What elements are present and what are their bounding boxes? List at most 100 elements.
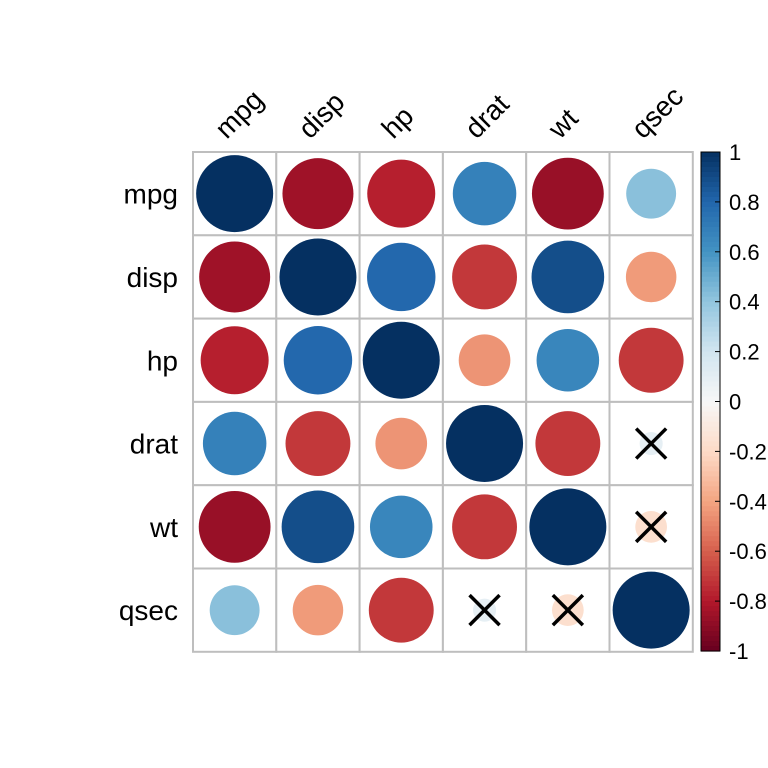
colorbar-segment bbox=[701, 481, 720, 487]
colorbar-segment bbox=[701, 336, 720, 343]
colorbar-segment bbox=[701, 641, 720, 647]
colorbar-segment bbox=[701, 456, 720, 462]
row-label-hp: hp bbox=[147, 345, 178, 376]
correlation-marks bbox=[196, 155, 690, 649]
column-label-wt: wt bbox=[541, 102, 584, 145]
colorbar-segment bbox=[701, 321, 720, 328]
colorbar-segment bbox=[701, 306, 720, 313]
colorbar-tick-label: -0.2 bbox=[729, 439, 767, 464]
colorbar-tick-label: -0.4 bbox=[729, 489, 767, 514]
colorbar-segment bbox=[701, 152, 720, 158]
colorbar-segment bbox=[701, 271, 720, 278]
colorbar-tick-label: 0.6 bbox=[729, 240, 760, 265]
correlation-circle-hp-wt bbox=[536, 328, 600, 392]
colorbar-segment bbox=[701, 221, 720, 228]
colorbar-segment bbox=[701, 436, 720, 443]
colorbar-segment bbox=[701, 521, 720, 527]
correlation-circle-hp-disp bbox=[283, 326, 353, 395]
colorbar-segment bbox=[701, 296, 720, 303]
colorbar-segment bbox=[701, 541, 720, 547]
correlation-circle-disp-wt bbox=[531, 240, 605, 314]
colorbar-segment bbox=[701, 396, 720, 403]
correlation-circle-hp-hp bbox=[362, 321, 440, 399]
colorbar-segment bbox=[701, 276, 720, 283]
colorbar-segment bbox=[701, 441, 720, 448]
colorbar-segment bbox=[701, 356, 720, 363]
correlation-circle-disp-qsec bbox=[625, 251, 677, 303]
colorbar-segment bbox=[701, 501, 720, 507]
colorbar-segment bbox=[701, 216, 720, 223]
colorbar-segment bbox=[701, 346, 720, 353]
correlation-circle-qsec-hp bbox=[368, 577, 434, 643]
correlation-circle-mpg-drat bbox=[452, 161, 517, 226]
colorbar-segment bbox=[701, 486, 720, 492]
correlation-circle-hp-qsec bbox=[618, 327, 684, 393]
row-label-drat: drat bbox=[130, 429, 178, 460]
correlation-circle-drat-disp bbox=[285, 411, 351, 476]
colorbar-segment bbox=[701, 571, 720, 577]
correlation-circle-hp-drat bbox=[458, 334, 511, 387]
correlation-circle-disp-mpg bbox=[199, 241, 271, 313]
colorbar-segment bbox=[701, 491, 720, 497]
colorbar-segment bbox=[701, 286, 720, 293]
correlation-circle-disp-disp bbox=[279, 238, 357, 316]
correlation-circle-mpg-disp bbox=[282, 158, 354, 230]
correlation-circle-mpg-hp bbox=[367, 159, 436, 228]
row-label-wt: wt bbox=[149, 512, 178, 543]
colorbar-segment bbox=[701, 211, 720, 218]
colorbar-segment bbox=[701, 291, 720, 298]
colorbar-segment bbox=[701, 311, 720, 318]
colorbar-segment bbox=[701, 616, 720, 622]
correlation-circle-disp-hp bbox=[367, 242, 436, 312]
row-label-mpg: mpg bbox=[124, 179, 178, 210]
colorbar-segment bbox=[701, 601, 720, 607]
colorbar-segment bbox=[701, 391, 720, 398]
row-label-qsec: qsec bbox=[119, 595, 178, 626]
insignificant-cross-qsec-wt bbox=[551, 593, 585, 627]
colorbar-tick-label: -0.6 bbox=[729, 539, 767, 564]
column-label-mpg: mpg bbox=[209, 84, 269, 144]
correlation-circle-wt-disp bbox=[281, 490, 355, 564]
column-label-hp: hp bbox=[376, 100, 420, 144]
colorbar-tick-label: -0.8 bbox=[729, 589, 767, 614]
colorbar-segment bbox=[701, 536, 720, 542]
correlation-circle-mpg-qsec bbox=[626, 168, 677, 219]
colorbar-segment bbox=[701, 331, 720, 338]
colorbar-segment bbox=[701, 376, 720, 383]
colorbar-segment bbox=[701, 566, 720, 572]
colorbar-segment bbox=[701, 256, 720, 263]
correlation-circle-qsec-qsec bbox=[612, 571, 690, 649]
colorbar-segment bbox=[701, 576, 720, 582]
colorbar-segment bbox=[701, 451, 720, 457]
colorbar-segment bbox=[701, 201, 720, 208]
colorbar-segment bbox=[701, 236, 720, 243]
colorbar-segment bbox=[701, 586, 720, 592]
colorbar-segment bbox=[701, 226, 720, 233]
colorbar-segment bbox=[701, 626, 720, 632]
colorbar-segment bbox=[701, 511, 720, 517]
colorbar-segment bbox=[701, 241, 720, 248]
colorbar-segment bbox=[701, 191, 720, 198]
insignificant-cross-qsec-drat bbox=[468, 593, 501, 627]
colorbar-segment bbox=[701, 381, 720, 388]
colorbar-segment bbox=[701, 171, 720, 178]
colorbar-segment bbox=[701, 316, 720, 323]
column-labels: mpg disp hp drat wt qsec bbox=[209, 80, 689, 144]
colorbar-segment bbox=[701, 496, 720, 502]
row-labels: mpg disp hp drat wt qsec bbox=[119, 179, 178, 627]
correlation-circle-mpg-wt bbox=[531, 157, 604, 230]
colorbar-segment bbox=[701, 611, 720, 617]
colorbar-tick-label: 0.8 bbox=[729, 190, 760, 215]
colorbar-segment bbox=[701, 251, 720, 258]
colorbar-segment bbox=[701, 371, 720, 378]
colorbar-segment bbox=[701, 341, 720, 348]
colorbar-segment bbox=[701, 631, 720, 637]
cross-stroke bbox=[634, 510, 668, 544]
colorbar-segment bbox=[701, 446, 720, 452]
colorbar-segment bbox=[701, 401, 720, 408]
colorbar-segment bbox=[701, 591, 720, 597]
cross-stroke bbox=[634, 427, 668, 460]
colorbar-segment bbox=[701, 551, 720, 557]
column-label-qsec: qsec bbox=[625, 80, 689, 144]
colorbar-segment bbox=[701, 406, 720, 413]
